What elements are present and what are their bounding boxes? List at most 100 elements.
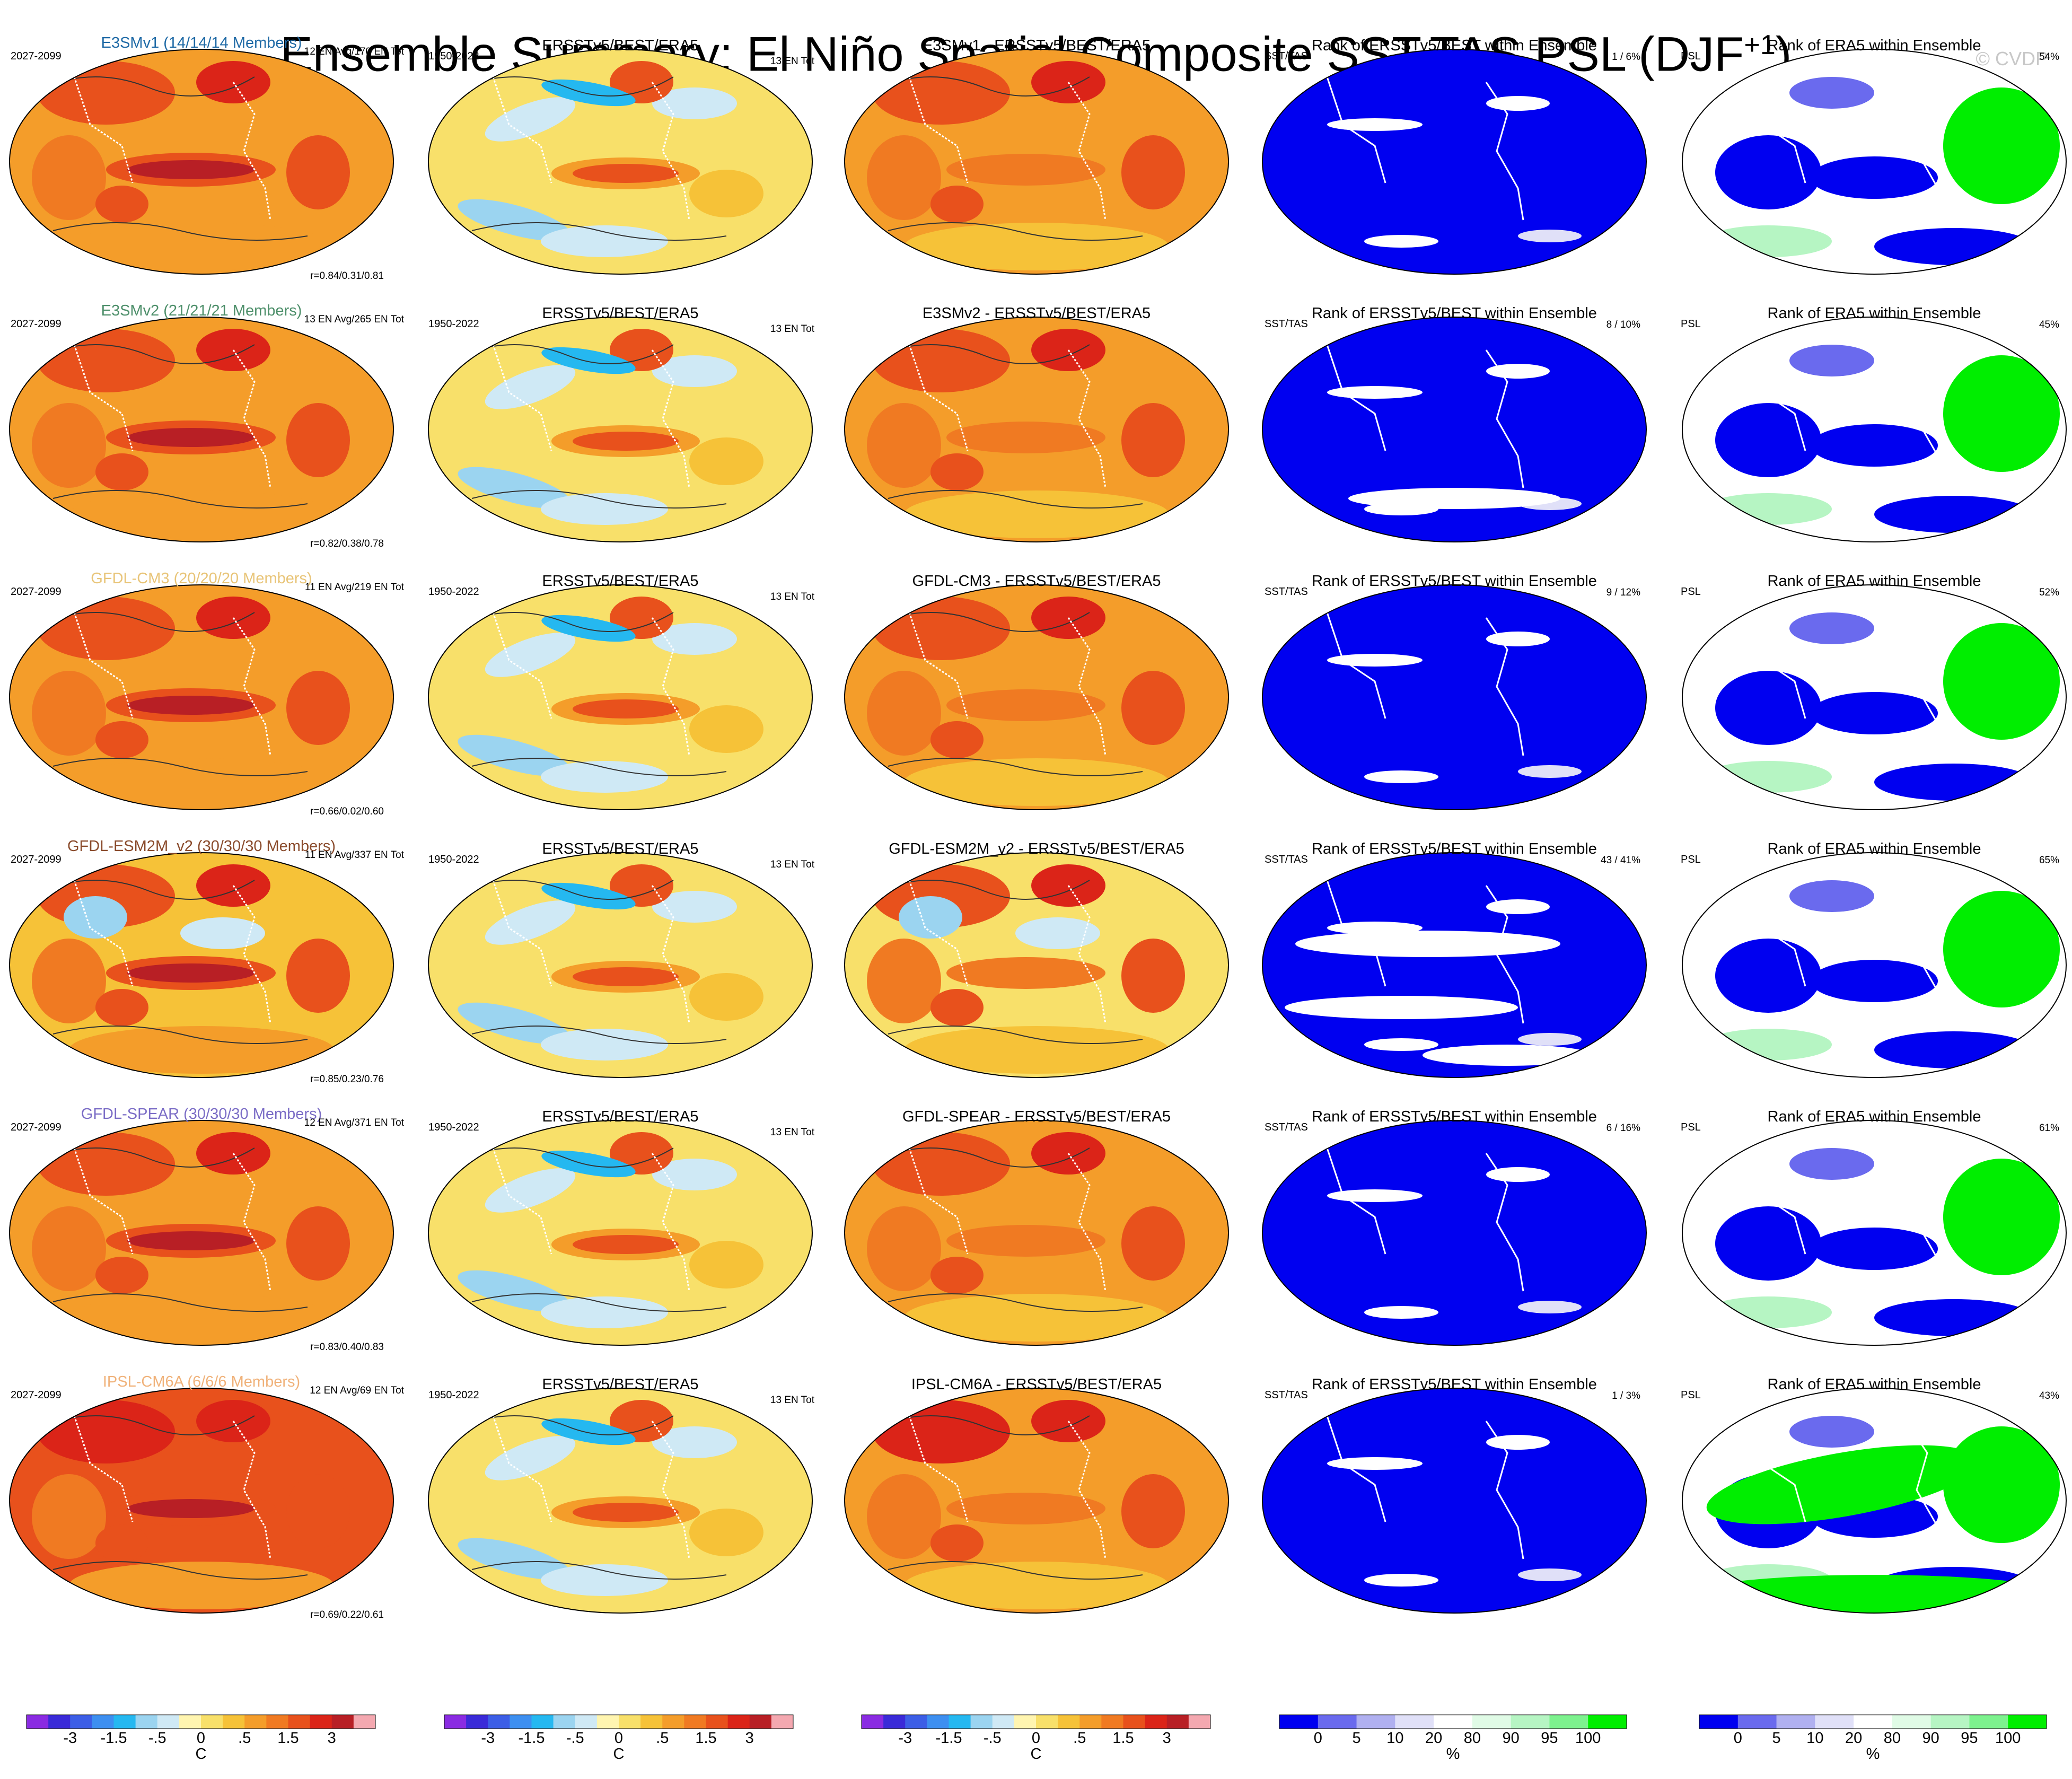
map-outline	[1262, 49, 1647, 275]
colorbar-swatch	[2008, 1715, 2047, 1729]
colorbar-unit-label: C	[195, 1746, 207, 1763]
colorbar-swatch	[201, 1715, 223, 1729]
colorbar-swatch	[1166, 1715, 1189, 1729]
temperature-map	[428, 317, 812, 542]
colorbar-swatch	[575, 1715, 598, 1729]
rank-sst-value: 8 / 10%	[1606, 319, 1640, 330]
colorbar-tick-label: -.5	[983, 1730, 1002, 1747]
map-outline	[1262, 852, 1647, 1078]
colorbar-tick-label: 3	[327, 1730, 336, 1747]
model-years-label: 2027-2099	[11, 50, 62, 62]
rank-map	[1262, 853, 1646, 1077]
obs-en-label: 13 EN Tot	[770, 1127, 814, 1138]
model-en-label: 12 EN Avg/371 EN Tot	[304, 1117, 404, 1128]
colorbar-swatch	[488, 1715, 510, 1729]
colorbar-swatch	[223, 1715, 245, 1729]
obs-en-label: 13 EN Tot	[770, 591, 814, 602]
obs-years-label: 1950-2022	[428, 586, 479, 598]
colorbar-tick-label: 0	[196, 1730, 206, 1747]
rank-psl-panel-title: Rank of ERA5 within Ensemble	[1767, 840, 1981, 857]
temperature-map	[10, 1388, 393, 1613]
colorbar-tick-label: 80	[1463, 1730, 1481, 1747]
colorbar-tick-label: 5	[1772, 1730, 1781, 1747]
rank-sst-label: SST/TAS	[1265, 318, 1308, 330]
colorbar-tick-label: 90	[1922, 1730, 1939, 1747]
colorbar-swatch	[510, 1715, 532, 1729]
diff-panel-title: IPSL-CM6A - ERSSTv5/BEST/ERA5	[911, 1376, 1162, 1393]
map-outline	[9, 584, 394, 810]
colorbar-swatch	[1588, 1715, 1627, 1729]
diff-panel-title: E3SMv1 - ERSSTv5/BEST/ERA5	[922, 37, 1151, 54]
colorbar-tick-label: -1.5	[935, 1730, 962, 1747]
colorbar-swatch	[27, 1715, 49, 1729]
colorbar-swatch	[905, 1715, 927, 1729]
colorbar-unit-label: %	[1446, 1746, 1460, 1763]
colorbar-tick-label: 20	[1845, 1730, 1863, 1747]
rank-psl-label: PSL	[1681, 1389, 1701, 1401]
map-outline	[844, 584, 1229, 810]
model-years-label: 2027-2099	[11, 586, 62, 598]
colorbar-tick-label: -1.5	[518, 1730, 545, 1747]
colorbar-swatch	[1356, 1715, 1395, 1729]
map-outline	[844, 49, 1229, 275]
map-outline	[9, 49, 394, 275]
map-outline	[1262, 1388, 1647, 1614]
map-outline	[9, 1388, 394, 1614]
rank-psl-value: 54%	[2039, 51, 2059, 63]
rank-map	[1682, 317, 2066, 542]
rank-map	[1262, 49, 1646, 274]
map-outline	[1682, 317, 2067, 542]
colorbar-tick-label: 3	[745, 1730, 754, 1747]
rank-sst-panel-title: Rank of ERSSTv5/BEST within Ensemble	[1312, 840, 1597, 857]
model-en-label: 12 EN Avg/69 EN Tot	[310, 1385, 404, 1396]
colorbar-tick-label: 0	[1733, 1730, 1742, 1747]
rank-map	[1682, 853, 2066, 1077]
obs-panel-title: ERSSTv5/BEST/ERA5	[542, 305, 699, 322]
map-outline	[428, 49, 813, 275]
colorbar-swatch	[331, 1715, 354, 1729]
model-correlation-label: r=0.84/0.31/0.81	[310, 270, 384, 282]
model-correlation-label: r=0.66/0.02/0.60	[310, 806, 384, 817]
colorbar-swatch	[1395, 1715, 1434, 1729]
colorbar-tick-label: 3	[1162, 1730, 1171, 1747]
colorbar-swatch	[1318, 1715, 1357, 1729]
obs-years-label: 1950-2022	[428, 50, 479, 62]
colorbar-tick-label: -1.5	[100, 1730, 127, 1747]
colorbar-swatch	[179, 1715, 201, 1729]
obs-years-label: 1950-2022	[428, 854, 479, 865]
colorbar-swatch	[640, 1715, 663, 1729]
colorbar-tick-label: 10	[1386, 1730, 1404, 1747]
temperature-colorbar	[444, 1714, 794, 1729]
model-years-label: 2027-2099	[11, 854, 62, 865]
rank-psl-panel-title: Rank of ERA5 within Ensemble	[1767, 37, 1981, 54]
model-correlation-label: r=0.85/0.23/0.76	[310, 1074, 384, 1085]
map-outline	[1682, 584, 2067, 810]
rank-psl-label: PSL	[1681, 50, 1701, 62]
diff-panel-title: E3SMv2 - ERSSTv5/BEST/ERA5	[922, 305, 1151, 322]
colorbar-swatch	[1188, 1715, 1211, 1729]
colorbar-swatch	[1279, 1715, 1319, 1729]
temperature-map	[428, 585, 812, 810]
temperature-map	[845, 853, 1228, 1077]
map-outline	[428, 1120, 813, 1346]
colorbar-swatch	[553, 1715, 576, 1729]
temperature-map	[10, 49, 393, 274]
colorbar-swatch	[1145, 1715, 1167, 1729]
colorbar-swatch	[992, 1715, 1015, 1729]
rank-psl-value: 61%	[2039, 1123, 2059, 1134]
rank-sst-panel-title: Rank of ERSSTv5/BEST within Ensemble	[1312, 573, 1597, 590]
map-outline	[1262, 317, 1647, 542]
rank-sst-panel-title: Rank of ERSSTv5/BEST within Ensemble	[1312, 37, 1597, 54]
temperature-map	[10, 585, 393, 810]
obs-years-label: 1950-2022	[428, 1389, 479, 1401]
rank-sst-label: SST/TAS	[1265, 854, 1308, 865]
obs-en-label: 13 EN Tot	[770, 859, 814, 870]
model-en-label: 11 EN Avg/219 EN Tot	[305, 582, 404, 593]
obs-en-label: 13 EN Tot	[770, 1395, 814, 1406]
rank-map	[1682, 49, 2066, 274]
model-years-label: 2027-2099	[11, 1389, 62, 1401]
obs-panel-title: ERSSTv5/BEST/ERA5	[542, 573, 699, 590]
colorbar-swatch	[684, 1715, 706, 1729]
map-outline	[1262, 1120, 1647, 1346]
